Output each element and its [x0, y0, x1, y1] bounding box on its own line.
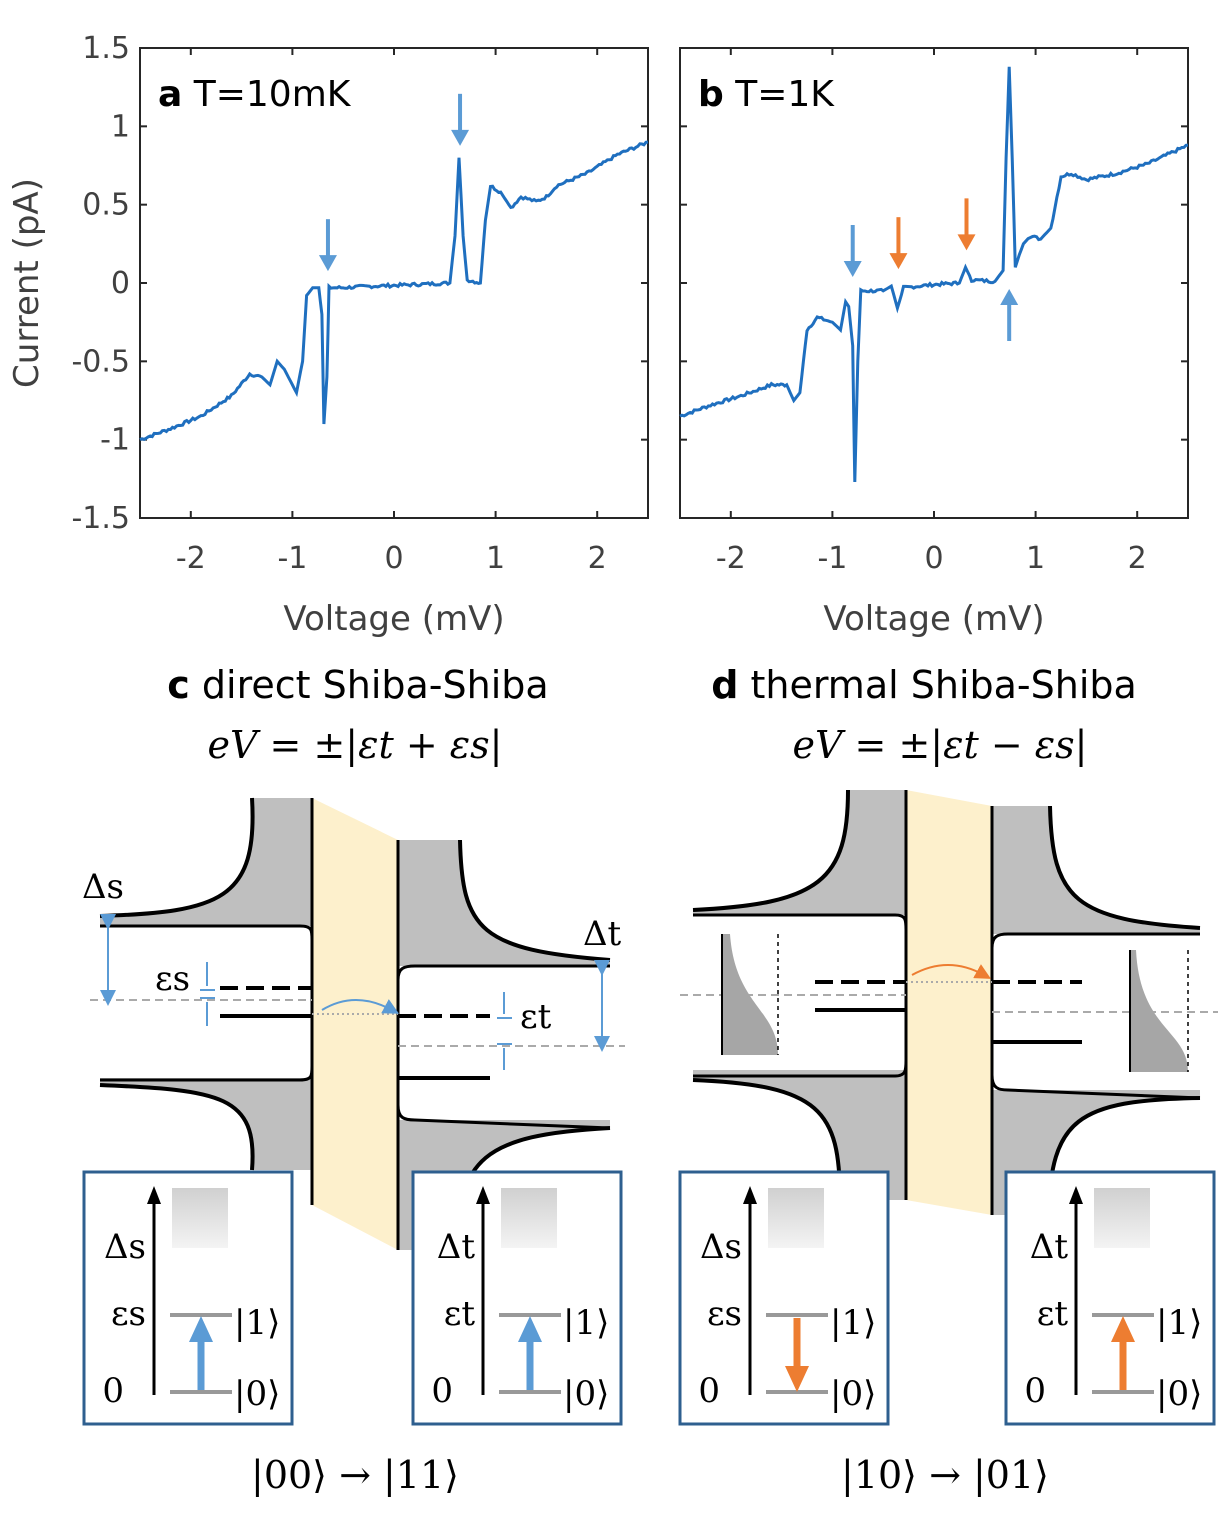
peak-arrow-head: [843, 261, 862, 277]
xtick-label: -1: [817, 541, 847, 576]
inset-c-tip: Δt εt 0 |1⟩ |0⟩: [411, 1170, 623, 1426]
delta-t-label: Δt: [583, 914, 622, 954]
xtick-label: 1: [486, 541, 505, 576]
panel-c-transition: |00⟩ → |11⟩: [251, 1453, 459, 1497]
peak-arrow-head: [957, 234, 976, 251]
panel-b-frame: [679, 47, 1189, 519]
panel-d-diagram: [680, 789, 1218, 1216]
xtick-label: 0: [384, 541, 403, 576]
inset-label: 0: [431, 1371, 453, 1411]
inset-c-sample: Δs εs 0 |1⟩ |0⟩: [82, 1170, 294, 1426]
panel-a-ytick-labels: 1.5 1 0.5 0 -0.5 -1 -1.5: [71, 31, 130, 536]
panel-b-arrows: [843, 198, 1019, 341]
ytick-label: 1.5: [82, 31, 130, 66]
panel-b-plot: -2 -1 0 1 2 b T=1K Voltage (mV): [679, 47, 1189, 639]
xtick-label: 2: [1128, 541, 1147, 576]
inset-label: 0: [698, 1371, 720, 1411]
fermi-distribution-sample: [722, 934, 778, 1055]
panel-b-label: b T=1K: [698, 74, 835, 115]
ytick-label: 1: [111, 109, 130, 144]
panel-a-plot: 1.5 1 0.5 0 -0.5 -1 -1.5 -2 -1 0 1 2 a T=10mK Volt…: [7, 31, 649, 639]
panel-d-transition: |10⟩ → |01⟩: [841, 1453, 1049, 1497]
panel-a-arrows: [318, 93, 470, 272]
inset-label: |0⟩: [563, 1374, 609, 1414]
panel-a-xtick-labels: -2 -1 0 1 2: [176, 541, 607, 576]
peak-arrow-head: [318, 255, 337, 272]
peak-arrow-head: [1000, 289, 1019, 305]
xtick-label: 1: [1026, 541, 1045, 576]
inset-label: 0: [102, 1371, 124, 1411]
tip-dos-upper: [398, 840, 610, 966]
panel-a-ylabel: Current (pA): [7, 178, 47, 388]
panel-a-ticks: [140, 47, 648, 519]
peak-arrow-head: [889, 253, 908, 270]
inset-label: |0⟩: [1156, 1374, 1202, 1414]
inset-label: εs: [111, 1294, 146, 1334]
panel-a-series-line: [139, 140, 649, 442]
inset-label: |1⟩: [234, 1303, 280, 1343]
inset-label: |0⟩: [830, 1374, 876, 1414]
inset-d-tip: Δt εt 0 |1⟩ |0⟩: [1004, 1170, 1216, 1426]
fermi-distribution-tip: [1130, 950, 1188, 1072]
tunnel-arrow-d: [911, 964, 991, 979]
sample-dos-upper: [100, 798, 312, 926]
xtick-label: 0: [924, 541, 943, 576]
xtick-label: 2: [588, 541, 607, 576]
panel-d-equation: eV = ±|εt − εs|: [793, 723, 1088, 767]
xtick-label: -2: [716, 541, 746, 576]
ytick-label: 0: [111, 266, 130, 301]
tunnel-barrier: [312, 798, 398, 1250]
xtick-label: -2: [176, 541, 206, 576]
ytick-label: 0.5: [82, 188, 130, 223]
inset-label: Δs: [700, 1227, 742, 1267]
panel-c-equation: eV = ±|εt + εs|: [208, 723, 503, 767]
panel-a-xlabel: Voltage (mV): [283, 599, 504, 639]
inset-d-sample: Δs εs 0 |1⟩ |0⟩: [678, 1170, 890, 1426]
inset-label: Δs: [104, 1227, 146, 1267]
ytick-label: -1: [100, 423, 130, 458]
inset-label: εs: [707, 1294, 742, 1334]
panel-a-frame: [139, 47, 649, 519]
inset-label: Δt: [1030, 1227, 1069, 1267]
inset-label: |1⟩: [830, 1303, 876, 1343]
panel-b-xlabel: Voltage (mV): [823, 599, 1044, 639]
panel-c-title: c direct Shiba-Shiba: [167, 663, 548, 707]
inset-label: |1⟩: [563, 1303, 609, 1343]
inset-label: Δt: [437, 1227, 476, 1267]
tunnel-arrow-c: [321, 999, 400, 1014]
panel-b-series-line: [679, 66, 1189, 483]
inset-boxes: Δs εs 0 |1⟩ |0⟩ Δt εt 0 |1⟩ |0⟩ Δs εs 0 |1⟩ |0⟩ Δt εt 0 |1…: [82, 1170, 1216, 1426]
panel-b-ticks: [680, 47, 1188, 519]
inset-label: 0: [1024, 1371, 1046, 1411]
peak-arrow-head: [451, 129, 470, 146]
eps-s-label: εs: [155, 959, 190, 999]
xtick-label: -1: [277, 541, 307, 576]
panel-d-title: d thermal Shiba-Shiba: [711, 663, 1137, 707]
eps-t-label: εt: [520, 997, 552, 1037]
inset-label: |1⟩: [1156, 1303, 1202, 1343]
panel-b-xtick-labels: -2 -1 0 1 2: [716, 541, 1147, 576]
inset-label: |0⟩: [234, 1374, 280, 1414]
ytick-label: -0.5: [71, 344, 130, 379]
ytick-label: -1.5: [71, 501, 130, 536]
delta-s-label: Δs: [82, 867, 124, 907]
inset-label: εt: [444, 1294, 476, 1334]
inset-label: εt: [1037, 1294, 1069, 1334]
sample-dos-lower: [100, 1078, 312, 1170]
panel-a-label: a T=10mK: [158, 74, 352, 115]
